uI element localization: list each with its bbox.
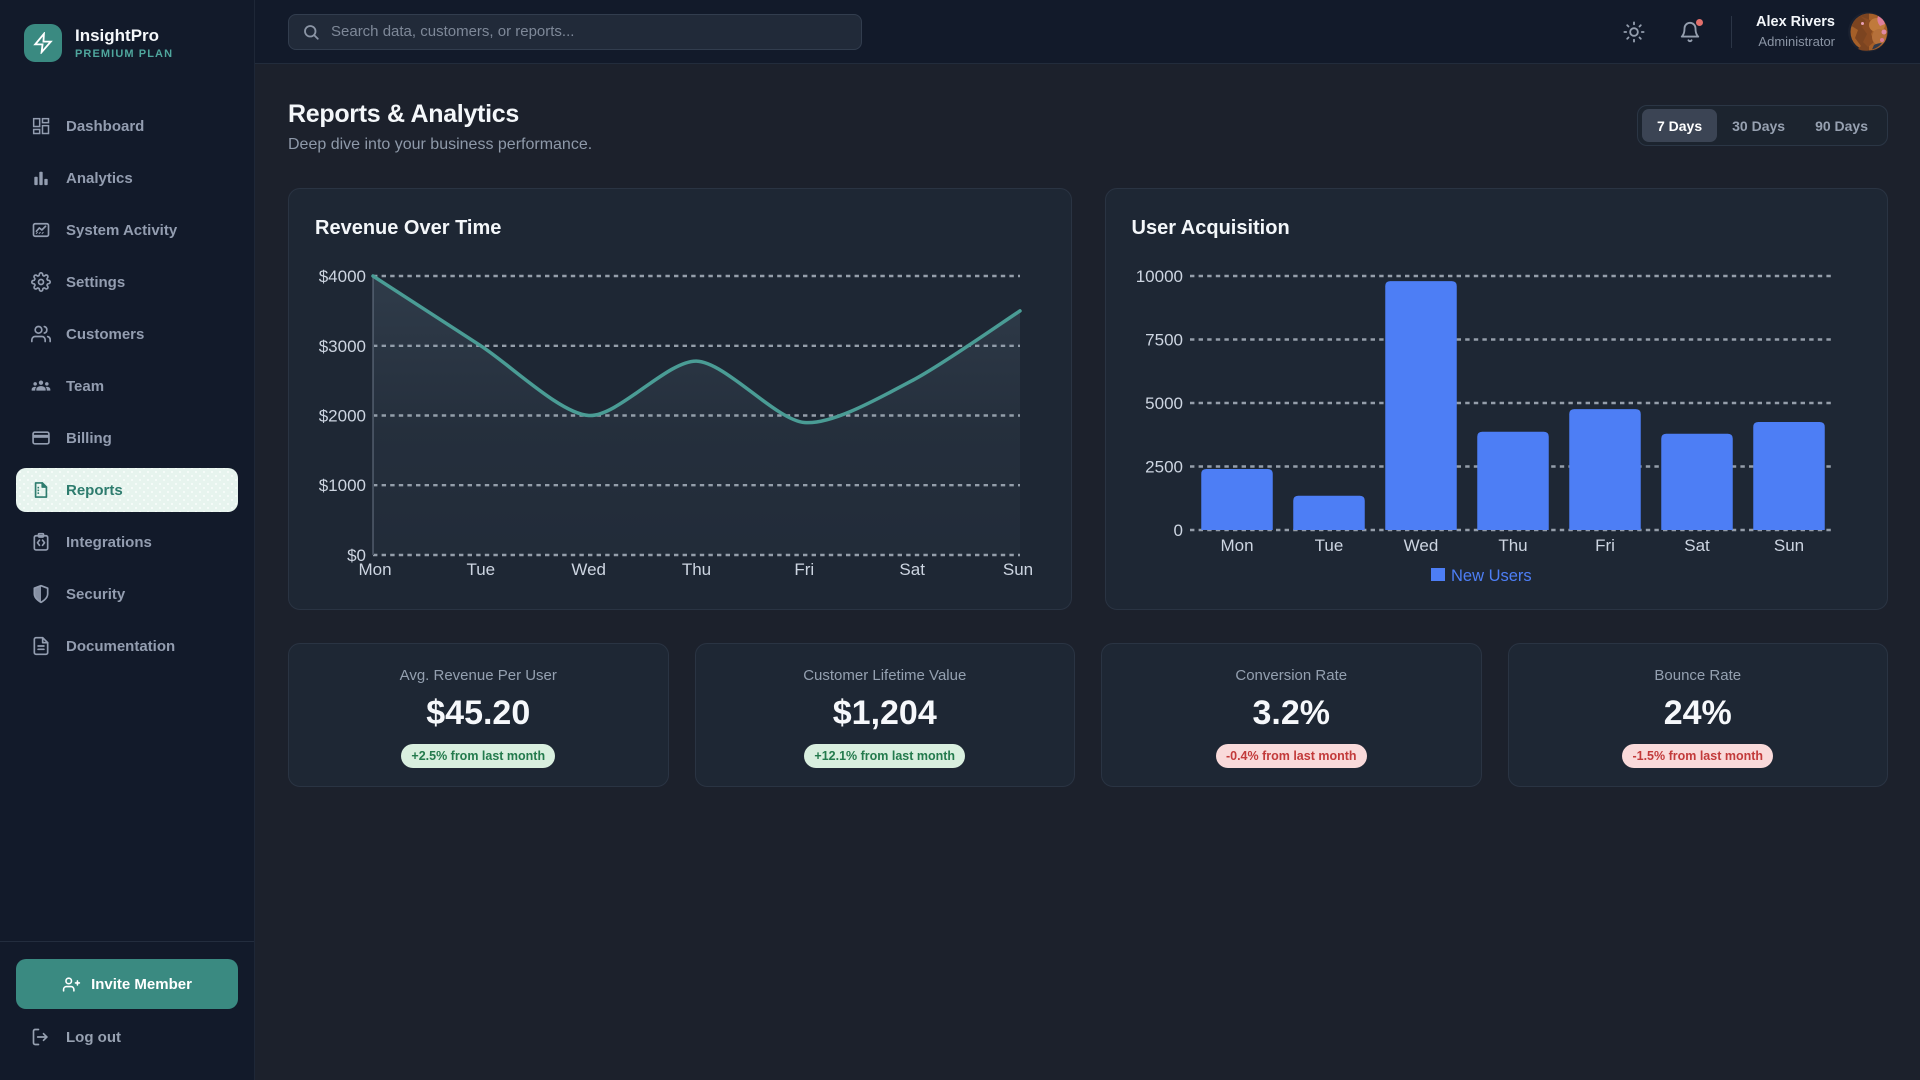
svg-text:10000: 10000 bbox=[1135, 267, 1182, 286]
svg-text:Tue: Tue bbox=[1314, 536, 1343, 555]
svg-text:Sun: Sun bbox=[1003, 560, 1033, 579]
svg-text:Thu: Thu bbox=[682, 560, 711, 579]
svg-text:$3000: $3000 bbox=[319, 337, 366, 356]
svg-text:7500: 7500 bbox=[1145, 331, 1183, 350]
svg-text:$2000: $2000 bbox=[319, 407, 366, 426]
svg-text:Mon: Mon bbox=[1220, 536, 1253, 555]
svg-text:$1000: $1000 bbox=[319, 476, 366, 495]
svg-text:Fri: Fri bbox=[794, 560, 814, 579]
svg-text:$4000: $4000 bbox=[319, 267, 366, 286]
svg-text:Wed: Wed bbox=[571, 560, 606, 579]
svg-text:2500: 2500 bbox=[1145, 458, 1183, 477]
svg-text:Tue: Tue bbox=[466, 560, 495, 579]
svg-text:Sun: Sun bbox=[1773, 536, 1803, 555]
svg-text:Mon: Mon bbox=[358, 560, 391, 579]
svg-text:$0: $0 bbox=[347, 546, 366, 565]
svg-text:Sat: Sat bbox=[1684, 536, 1710, 555]
svg-text:New Users: New Users bbox=[1451, 567, 1532, 585]
svg-text:5000: 5000 bbox=[1145, 394, 1183, 413]
svg-text:Thu: Thu bbox=[1498, 536, 1527, 555]
svg-text:Fri: Fri bbox=[1595, 536, 1615, 555]
svg-text:Sat: Sat bbox=[899, 560, 925, 579]
svg-text:Wed: Wed bbox=[1403, 536, 1438, 555]
svg-text:0: 0 bbox=[1173, 521, 1182, 540]
